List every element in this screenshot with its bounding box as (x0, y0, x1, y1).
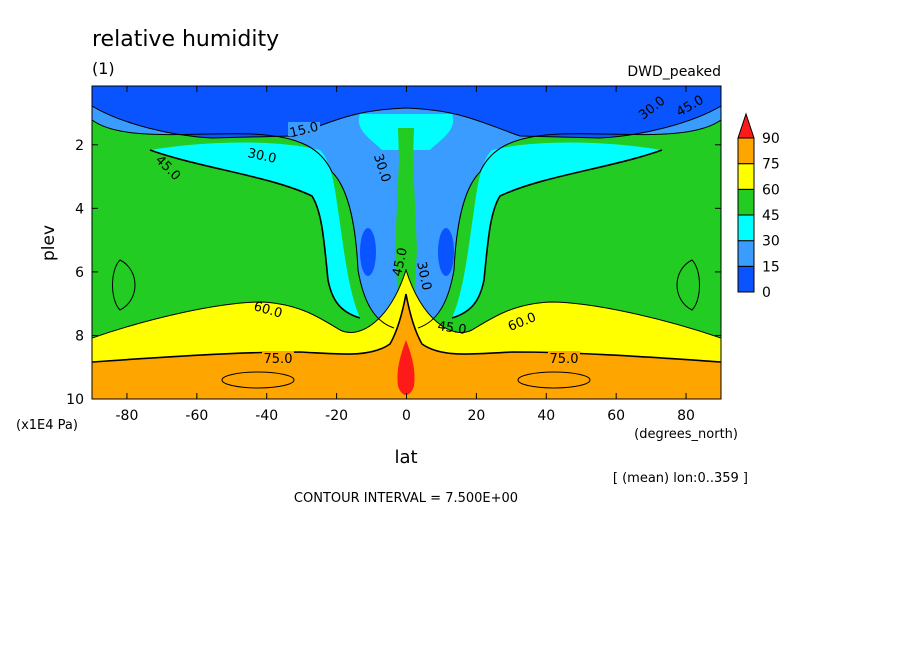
contour-line (92, 119, 395, 329)
contour-label: 45.0 (437, 319, 468, 338)
contour-line (451, 149, 663, 319)
plot-area: 15.0 30.0 45.0 30.0 30.0 45.0 45.0 30.0 … (92, 86, 721, 399)
y-tick-label: 8 (75, 328, 84, 344)
contour-label: 30.0 (246, 146, 277, 167)
y-tick-label: 10 (66, 392, 84, 408)
y-units-label: (x1E4 Pa) (16, 418, 78, 433)
colorbar-label: 45 (762, 208, 780, 224)
contour-label: 75.0 (550, 352, 579, 367)
colorbar-swatch (737, 188, 755, 216)
contour-line (92, 268, 721, 339)
contour-line (92, 105, 721, 139)
colorbar-swatch (737, 137, 755, 165)
colorbar-label: 60 (762, 182, 780, 198)
contour-label: 45.0 (390, 246, 411, 277)
contour-label: 15.0 (288, 120, 320, 142)
x-tick-label: -40 (255, 408, 278, 424)
colorbar-swatch (737, 163, 755, 190)
colorbar-arrow (737, 112, 755, 139)
x-axis: -80 -60 -40 -20 0 20 40 60 80 (116, 86, 695, 424)
region-30-45-left (150, 142, 360, 318)
contour-labels: 15.0 30.0 45.0 30.0 30.0 45.0 45.0 30.0 … (152, 93, 706, 367)
x-tick-label: 20 (467, 408, 485, 424)
y-tick-label: 4 (75, 201, 84, 217)
x-tick-label: -20 (325, 408, 348, 424)
colorbar-label: 15 (762, 259, 780, 275)
x-units-label: (degrees_north) (634, 427, 738, 442)
region-0-15-pocket-left (360, 228, 376, 276)
x-tick-label: 80 (677, 408, 695, 424)
colorbar-label: 90 (762, 131, 780, 147)
contour-line (221, 371, 295, 389)
x-tick-label: 40 (537, 408, 555, 424)
region-0-15-pocket-right (438, 228, 454, 276)
colorbar: 0 15 30 45 60 75 90 (737, 112, 780, 301)
region-0-15 (92, 86, 721, 138)
y-tick-label: 2 (75, 138, 84, 154)
contour-line (112, 259, 136, 311)
x-tick-label: 60 (607, 408, 625, 424)
dataset-label: DWD_peaked (627, 64, 721, 80)
contour-label: 30.0 (413, 260, 434, 291)
region-45-60-column (395, 128, 417, 300)
contour-line (149, 149, 361, 319)
colorbar-swatch (737, 214, 755, 242)
contour-line (517, 371, 591, 389)
x-tick-label: -80 (116, 408, 139, 424)
y-axis-label: plev (39, 225, 59, 261)
colorbar-swatch (737, 240, 755, 267)
contour-line (417, 119, 721, 329)
contour-label: 75.0 (264, 352, 293, 367)
footnote: [ (mean) lon:0..359 ] (613, 471, 748, 486)
contour-interval-text: CONTOUR INTERVAL = 7.500E+00 (294, 491, 518, 506)
contour-line (676, 259, 700, 311)
x-tick-label: 0 (402, 408, 411, 424)
x-axis-label: lat (394, 447, 417, 468)
region-30-45-right (452, 142, 662, 318)
chart-title: relative humidity (92, 27, 279, 52)
colorbar-label: 0 (762, 285, 771, 301)
colorbar-swatch (737, 265, 755, 293)
y-axis: 2 4 6 8 10 (66, 138, 721, 408)
y-tick-label: 6 (75, 265, 84, 281)
colorbar-label: 30 (762, 234, 780, 250)
region-above-90 (397, 340, 415, 395)
chart-subtitle: (1) (92, 59, 115, 78)
colorbar-label: 75 (762, 157, 780, 173)
x-tick-label: -60 (185, 408, 208, 424)
